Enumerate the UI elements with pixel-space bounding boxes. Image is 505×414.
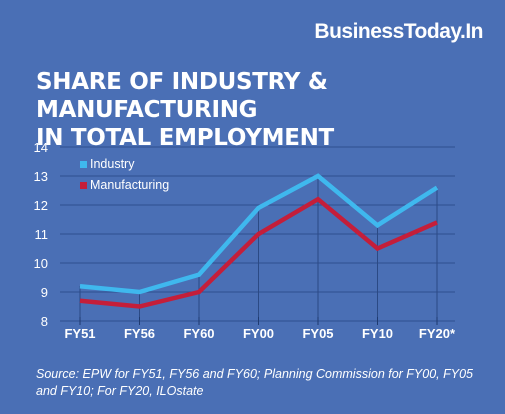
y-tick-label-14: 14	[34, 140, 48, 155]
brand-logo: BusinessToday.In	[314, 20, 483, 43]
legend-label-industry: Industry	[90, 157, 135, 171]
x-tick-label-5: FY10	[362, 326, 393, 341]
source-note: Source: EPW for FY51, FY56 and FY60; Pla…	[36, 367, 473, 398]
chart-grid	[60, 146, 455, 322]
x-tick-label-3: FY00	[243, 326, 274, 341]
drop-lines	[79, 176, 438, 325]
x-axis-ticks: FY51 FY56 FY60 FY00 FY05 FY10 FY20*	[64, 326, 456, 341]
x-tick-label-0: FY51	[64, 326, 95, 341]
y-tick-label-11: 11	[35, 227, 49, 242]
x-tick-label-4: FY05	[302, 326, 333, 341]
chart-title-line-1: SHARE OF INDUSTRY & MANUFACTURING	[36, 69, 328, 123]
chart-series	[79, 173, 439, 309]
legend-swatch-manufacturing	[80, 182, 87, 189]
x-tick-label-1: FY56	[124, 326, 155, 341]
y-axis-ticks: 8 9 10 11 12 13 14	[34, 140, 48, 329]
chart-legend: Industry Manufacturing	[80, 157, 169, 192]
series-line-manufacturing	[79, 196, 438, 309]
y-tick-label-13: 13	[34, 169, 48, 184]
y-tick-label-9: 9	[41, 285, 48, 300]
series-line-industry	[79, 173, 439, 295]
y-tick-label-12: 12	[34, 198, 48, 213]
legend-label-manufacturing: Manufacturing	[90, 178, 169, 192]
legend-swatch-industry	[80, 161, 87, 168]
x-tick-label-6: FY20*	[419, 326, 456, 341]
x-tick-label-2: FY60	[183, 326, 214, 341]
y-tick-label-8: 8	[41, 314, 48, 329]
y-tick-label-10: 10	[34, 256, 48, 271]
